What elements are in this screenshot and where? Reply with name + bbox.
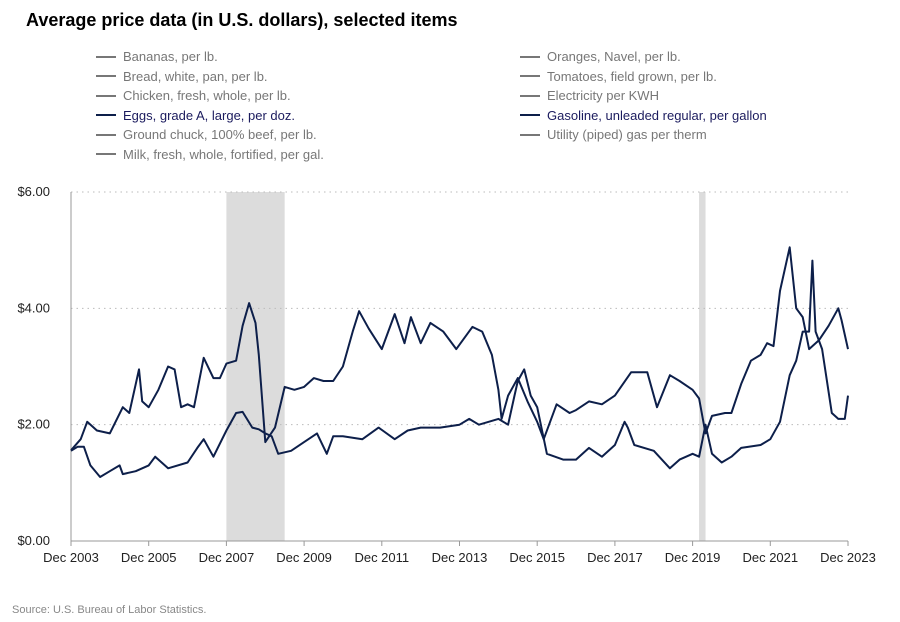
x-tick-label: Dec 2009 [276, 550, 332, 565]
series-line-eggs [70, 259, 849, 478]
legend-item[interactable]: Eggs, grade A, large, per doz. [96, 108, 295, 123]
x-tick-label: Dec 2003 [43, 550, 99, 565]
legend-swatch [520, 75, 540, 77]
legend-label: Eggs, grade A, large, per doz. [123, 107, 295, 123]
legend-item[interactable]: Bananas, per lb. [96, 49, 218, 64]
legend-label: Oranges, Navel, per lb. [547, 49, 681, 64]
legend-label: Bananas, per lb. [123, 49, 218, 64]
legend-label: Utility (piped) gas per therm [547, 127, 707, 142]
y-tick-label: $4.00 [17, 300, 50, 315]
legend-label: Bread, white, pan, per lb. [123, 68, 268, 84]
legend-swatch [520, 133, 540, 136]
legend-label: Chicken, fresh, whole, per lb. [123, 88, 291, 103]
x-tick-label: Dec 2017 [587, 550, 643, 565]
y-tick-label: $6.00 [17, 184, 50, 199]
legend-item[interactable]: Electricity per KWH [520, 88, 659, 103]
legend-item[interactable]: Ground chuck, 100% beef, per lb. [96, 127, 317, 142]
x-tick-label: Dec 2005 [121, 550, 177, 565]
x-tick-label: Dec 2013 [432, 550, 488, 565]
legend-swatch [96, 55, 116, 58]
legend-label: Milk, fresh, whole, fortified, per gal. [123, 146, 324, 162]
y-tick-label: $0.00 [17, 533, 50, 548]
legend-swatch [96, 153, 116, 155]
x-tick-label: Dec 2019 [665, 550, 721, 565]
legend-label: Ground chuck, 100% beef, per lb. [123, 127, 317, 142]
x-tick-label: Dec 2007 [199, 550, 255, 565]
legend-item[interactable]: Tomatoes, field grown, per lb. [520, 69, 717, 84]
legend-item[interactable]: Chicken, fresh, whole, per lb. [96, 88, 291, 103]
recession-band [226, 192, 285, 541]
y-tick-label: $2.00 [17, 417, 50, 432]
legend-item[interactable]: Oranges, Navel, per lb. [520, 49, 681, 64]
legend-swatch [96, 75, 116, 77]
legend-swatch [96, 133, 116, 136]
x-tick-label: Dec 2015 [509, 550, 565, 565]
legend-swatch [520, 55, 540, 58]
legend-label: Tomatoes, field grown, per lb. [547, 68, 717, 84]
legend-label: Electricity per KWH [547, 88, 659, 103]
legend-item[interactable]: Utility (piped) gas per therm [520, 127, 707, 142]
legend-item[interactable]: Bread, white, pan, per lb. [96, 69, 268, 84]
source-note: Source: U.S. Bureau of Labor Statistics. [12, 604, 207, 616]
series-line-gasoline [70, 246, 849, 451]
legend-item[interactable]: Gasoline, unleaded regular, per gallon [520, 108, 767, 123]
legend-swatch [520, 114, 540, 116]
legend-swatch [520, 94, 540, 97]
legend-swatch [96, 94, 116, 97]
chart-title: Average price data (in U.S. dollars), se… [26, 10, 458, 30]
legend-item[interactable]: Milk, fresh, whole, fortified, per gal. [96, 147, 324, 162]
legend-swatch [96, 114, 116, 116]
x-tick-label: Dec 2011 [354, 550, 409, 565]
x-tick-label: Dec 2023 [820, 550, 876, 565]
x-tick-label: Dec 2021 [742, 550, 798, 565]
recession-band [699, 192, 706, 541]
legend-label: Gasoline, unleaded regular, per gallon [547, 107, 767, 123]
